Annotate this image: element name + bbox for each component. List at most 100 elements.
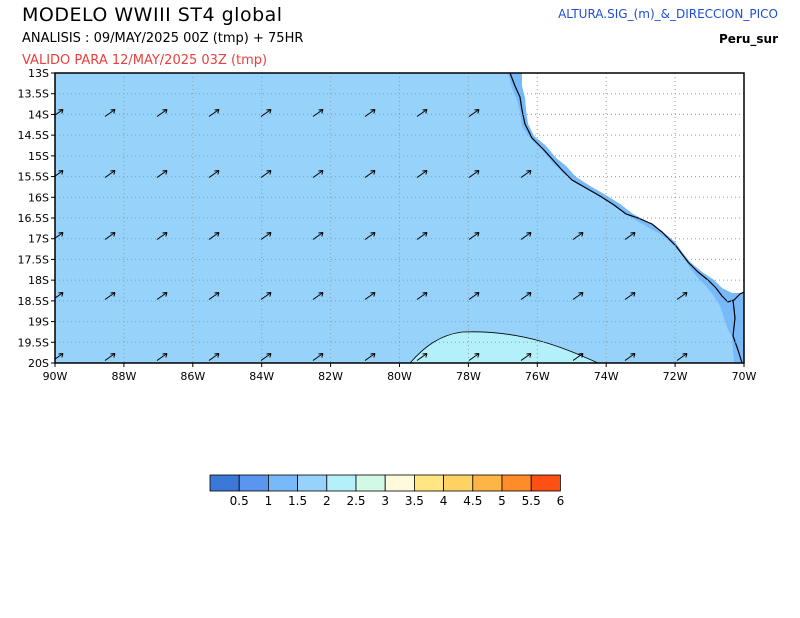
wave-arrow [55, 109, 64, 116]
wave-arrow-head [474, 109, 480, 114]
lon-tick-label: 86W [180, 370, 205, 383]
lon-tick-label: 72W [663, 370, 688, 383]
lat-tick-label: 17.5S [18, 253, 49, 266]
lat-tick-label: 13.5S [18, 88, 49, 101]
legend-label: 5 [498, 494, 506, 508]
wave-arrow [520, 353, 532, 361]
wave-arrow [156, 292, 168, 300]
wave-arrow-head [370, 109, 376, 114]
wave-arrow [416, 170, 428, 178]
wave-arrow [468, 353, 480, 361]
lat-tick-label: 19S [28, 316, 49, 329]
wave-arrow [624, 292, 636, 300]
wave-arrow [156, 353, 168, 361]
legend-label: 2.5 [346, 494, 365, 508]
wave-arrow-head [110, 353, 116, 358]
legend-label: 1.5 [288, 494, 307, 508]
wave-arrow-head [266, 170, 272, 175]
wave-arrow [104, 109, 116, 117]
wave-arrow-head [422, 353, 428, 358]
land-area [522, 73, 744, 293]
wave-arrow-head [58, 353, 64, 358]
wave-arrow-head [266, 109, 272, 114]
variable-name: ALTURA.SIG_(m)_&_DIRECCION_PICO [558, 7, 778, 21]
wave-arrow-head [474, 292, 480, 297]
wave-arrow [416, 353, 428, 361]
wave-arrow [312, 353, 324, 361]
wave-arrow [416, 292, 428, 300]
wave-arrow-head [318, 353, 324, 358]
wave-arrow [312, 232, 324, 240]
wave-arrow-head [682, 353, 688, 358]
wave-arrow-head [214, 109, 220, 114]
lat-tick-label: 13S [28, 67, 49, 80]
wave-arrow-head [214, 170, 220, 175]
legend-label: 6 [557, 494, 565, 508]
wave-arrow [260, 232, 272, 240]
wave-arrow-head [370, 292, 376, 297]
wave-arrow [416, 109, 428, 117]
lat-tick-label: 19.5S [18, 336, 49, 349]
wave-arrow-head [630, 232, 636, 237]
wave-arrow-head [370, 232, 376, 237]
wave-arrow [208, 170, 220, 178]
wave-arrow-head [422, 170, 428, 175]
wave-arrow-head [526, 353, 532, 358]
wave-zone-2-2p5 [409, 331, 599, 363]
wave-arrow-head [370, 353, 376, 358]
wave-arrow [260, 353, 272, 361]
wave-arrow [364, 353, 376, 361]
legend-swatch [355, 474, 386, 492]
wave-arrow [364, 292, 376, 300]
wave-arrow-head [422, 292, 428, 297]
legend-label: 1 [265, 494, 273, 508]
lon-tick-label: 84W [249, 370, 274, 383]
legend-label: 5.5 [522, 494, 541, 508]
wave-arrow [520, 170, 532, 178]
wave-arrow [572, 353, 584, 361]
wave-arrow [676, 353, 688, 361]
legend-swatch [472, 474, 503, 492]
wave-arrow [624, 353, 636, 361]
wave-arrow-head [474, 232, 480, 237]
lat-tick-label: 18.5S [18, 295, 49, 308]
legend-label: 2 [323, 494, 331, 508]
lon-tick-label: 80W [387, 370, 412, 383]
lat-tick-label: 14S [28, 108, 49, 121]
wave-arrow-head [110, 232, 116, 237]
wave-arrow [208, 353, 220, 361]
wave-arrow [468, 109, 480, 117]
wave-height-legend: 0.5 1 1.5 2 2.5 3 3.5 4 4.5 5 5.5 6 [209, 474, 565, 508]
wave-arrow-head [630, 353, 636, 358]
wave-arrow [520, 292, 532, 300]
analysis-time: ANALISIS : 09/MAY/2025 00Z (tmp) + 75HR [22, 31, 304, 46]
lat-tick-label: 18S [28, 274, 49, 287]
lat-tick-label: 16S [28, 191, 49, 204]
legend-swatch [238, 474, 269, 492]
wave-arrow-head [422, 109, 428, 114]
legend-swatch [413, 474, 444, 492]
legend-swatch [297, 474, 328, 492]
wave-arrow-head [318, 292, 324, 297]
lat-tick-label: 15S [28, 150, 49, 163]
wave-arrow [55, 232, 64, 239]
wave-arrow-head [474, 353, 480, 358]
wave-arrow-head [162, 170, 168, 175]
wave-arrow-head [110, 170, 116, 175]
wave-direction-arrows [55, 109, 688, 361]
wave-arrow-head [58, 109, 64, 114]
wave-arrow-head [578, 353, 584, 358]
wave-arrow-head [58, 292, 64, 297]
wave-arrow-head [422, 232, 428, 237]
wave-arrow [208, 292, 220, 300]
lat-tick-label: 16.5S [18, 212, 49, 225]
coastline [509, 73, 744, 363]
wave-arrow-head [266, 292, 272, 297]
wave-arrow [260, 292, 272, 300]
wave-arrow-head [578, 232, 584, 237]
wave-arrow [312, 170, 324, 178]
valid-time: VALIDO PARA 12/MAY/2025 03Z (tmp) [22, 53, 268, 68]
wave-arrow [572, 232, 584, 240]
latitude-axis: 13S 13.5S 14S 14.5S 15S 15.5S 16S 16.5S 17S 17.5S… [18, 67, 55, 370]
wave-arrow [364, 232, 376, 240]
